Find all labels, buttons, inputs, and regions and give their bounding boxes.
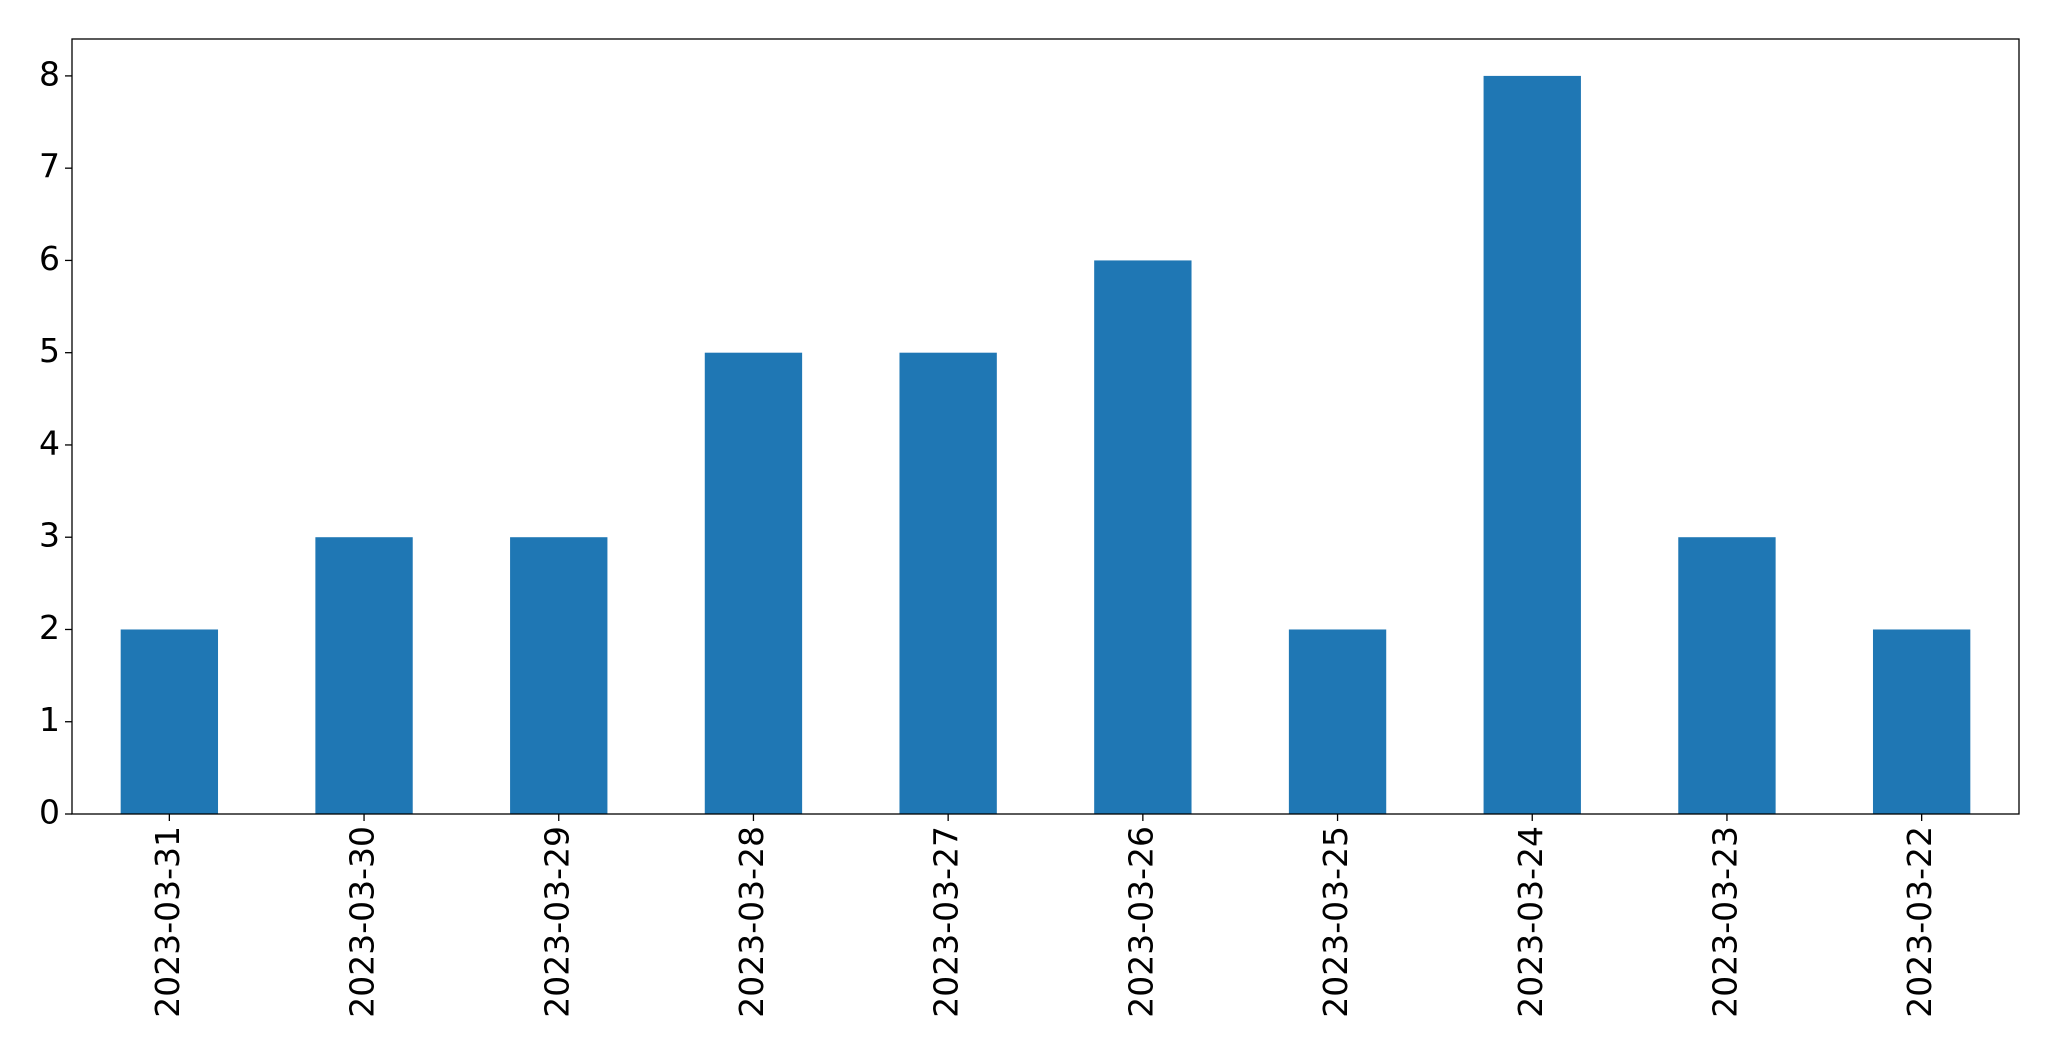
x-tick-label: 2023-03-26: [1121, 826, 1160, 1018]
y-tick-label: 7: [39, 147, 60, 186]
bar: [1288, 629, 1387, 814]
bar: [1483, 75, 1581, 814]
y-tick-label: 3: [39, 516, 60, 555]
x-tick-label: 2023-03-27: [927, 826, 966, 1018]
plot-frame: [71, 38, 2020, 815]
bar: [1094, 260, 1192, 814]
bar: [120, 629, 219, 814]
bar: [315, 537, 413, 814]
bar: [704, 352, 803, 814]
y-tick-label: 1: [39, 700, 60, 739]
x-tick-label: 2023-03-25: [1316, 826, 1355, 1018]
y-tick-label: 2: [39, 608, 60, 647]
x-tick-label: 2023-03-24: [1511, 826, 1550, 1018]
y-tick-label: 6: [39, 239, 60, 278]
x-tick-label: 2023-03-30: [343, 826, 382, 1018]
y-tick-label: 4: [39, 423, 60, 462]
x-tick-label: 2023-03-28: [732, 826, 771, 1018]
x-tick-label: 2023-03-23: [1705, 826, 1744, 1018]
x-tick-label: 2023-03-22: [1900, 826, 1939, 1018]
x-tick-label: 2023-03-31: [148, 826, 187, 1018]
y-tick-label: 8: [39, 54, 60, 93]
bar: [510, 537, 608, 814]
y-tick-label: 0: [39, 793, 60, 832]
bar: [1678, 537, 1776, 814]
bar: [899, 352, 997, 814]
y-tick-label: 5: [39, 331, 60, 370]
x-tick-label: 2023-03-29: [537, 826, 576, 1018]
bar: [1872, 629, 1971, 814]
